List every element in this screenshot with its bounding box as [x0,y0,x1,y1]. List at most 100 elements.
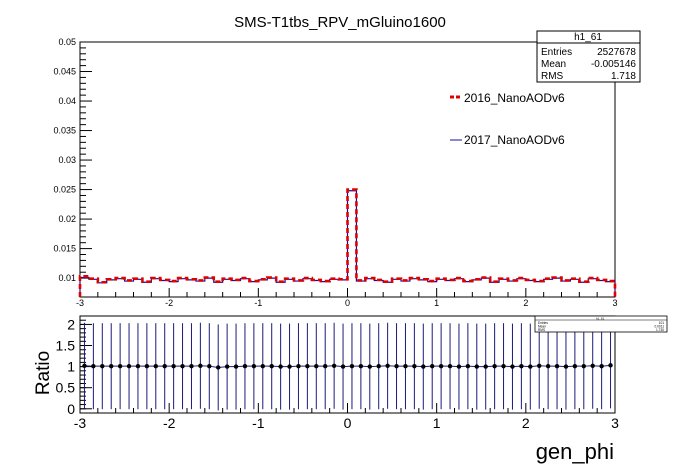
ratio-point [305,363,310,369]
ratio-point [528,364,533,369]
stats-small-value-entries: 101 [659,321,665,325]
ratio-point [492,363,497,369]
ratio-x-tick-label: 3 [611,415,619,431]
ratio-point [314,363,319,369]
stats-small-value-rms: 1.730 [656,328,664,332]
ratio-point [269,363,274,369]
x-tick-label: -2 [165,298,173,308]
stats-small-name: h1_61 [596,317,605,321]
stats-label-rms: RMS [541,71,564,82]
chart-title: SMS-T1tbs_RPV_mGluino1600 [234,14,446,31]
ratio-point [349,363,355,369]
ratio-point [590,363,595,368]
x-tick-label: 2 [523,298,528,308]
ratio-point [287,364,292,369]
y-tick-label: 0.01 [58,273,76,283]
stats-label-mean: Mean [541,59,566,70]
ratio-series [82,322,613,411]
y-tick-label: 0.02 [58,214,76,224]
x-tick-label: 1 [434,298,439,308]
ratio-point [456,364,462,369]
legend-label-2017: 2017_NanoAODv6 [464,133,565,147]
ratio-point [358,363,364,369]
ratio-point [403,363,408,369]
ratio-point [278,364,283,369]
ratio-point [340,364,346,369]
x-tick-label: 0 [345,298,350,308]
series-line-2016 [78,188,617,297]
ratio-point [510,364,515,369]
x-tick-label: -1 [254,298,262,308]
legend: 2016_NanoAODv6 2017_NanoAODv6 [450,91,565,147]
ratio-point [82,363,87,368]
ratio-point [367,364,372,369]
ratio-point [447,363,453,369]
ratio-point [465,363,471,369]
stats-small-value-mean: 0.0011 [654,325,664,329]
x-tick-label: -3 [76,298,84,308]
ratio-point [117,363,123,369]
ratio-y-tick-label: 1.5 [56,338,76,354]
ratio-point [242,363,248,369]
ratio-axes: 0 0.5 1 1.5 2 -3 -2 -1 0 1 2 3 [56,316,620,431]
ratio-point [198,363,203,368]
stats-value-entries: 2527678 [597,47,636,58]
ratio-point [171,363,176,369]
stats-value-mean: -0.005146 [591,59,636,70]
ratio-point [224,364,230,369]
y-tick-label: 0.015 [53,244,76,254]
ratio-x-tick-label: -3 [74,415,87,431]
ratio-point [109,363,114,369]
ratio-point [519,363,524,369]
ratio-point [180,363,185,369]
ratio-point [572,363,578,369]
ratio-point [537,363,542,368]
ratio-y-tick-label: 1 [67,359,75,375]
ratio-point [296,363,301,369]
ratio-point [323,363,328,369]
ratio-point [394,363,399,369]
ratio-x-tick-label: -2 [163,415,176,431]
ratio-point [545,363,551,369]
ratio-point [385,363,390,368]
ratio-point [412,363,417,369]
ratio-point [135,363,141,369]
ratio-point [430,363,435,369]
ratio-point [599,363,604,369]
ratio-x-tick-label: -1 [252,415,265,431]
ratio-x-tick-label: 0 [344,415,352,431]
main-axes: 0.01 0.015 0.02 0.025 0.03 0.035 0.04 0.045 0.05… [53,37,617,308]
y-tick-label: 0.04 [58,96,76,106]
ratio-x-tick-label: 1 [433,415,441,431]
ratio-point [474,364,479,369]
ratio-point [126,363,132,369]
ratio-point [162,363,167,369]
ratio-point [501,363,506,369]
stats-small-label-rms: RMS [538,328,545,332]
ratio-point [260,363,265,369]
x-axis-label: gen_phi [536,439,614,464]
ratio-point [144,363,150,369]
legend-label-2016: 2016_NanoAODv6 [464,91,565,105]
ratio-y-tick-label: 0.5 [56,380,76,396]
ratio-y-tick-label: 0 [67,401,75,417]
ratio-point [376,363,381,369]
ratio-point [554,363,560,369]
ratio-point [608,363,613,368]
ratio-point [563,364,569,369]
ratio-point [189,363,194,369]
y-tick-label: 0.045 [53,67,76,77]
stats-value-rms: 1.718 [611,71,636,82]
ratio-point [207,363,212,369]
ratio-point [216,365,221,370]
ratio-point [233,364,239,369]
ratio-point [251,363,257,369]
stats-small-label-mean: Mean [538,325,546,329]
main-series [78,188,617,297]
ratio-point [438,363,444,369]
ratio-x-tick-label: 2 [522,415,530,431]
stats-box-name: h1_61 [574,32,602,43]
stats-box-small: h1_61 Entries 101 Mean 0.0011 RMS 1.730 [534,315,668,333]
ratio-point [100,363,105,369]
